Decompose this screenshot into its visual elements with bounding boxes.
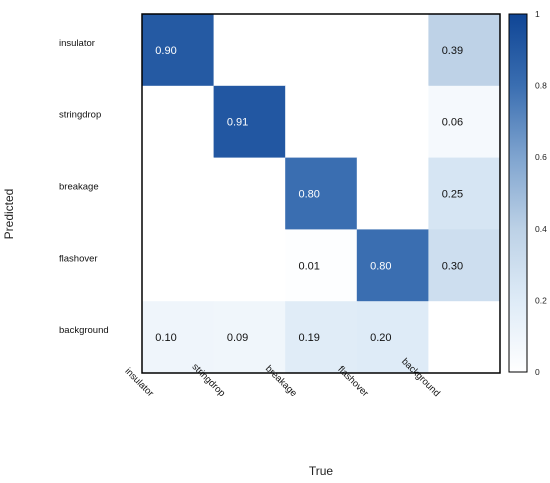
- heatmap-cell-insulator-flashover: [356, 14, 429, 87]
- heatmap-cell-background-background: [428, 301, 501, 374]
- heatmap-cell-insulator-breakage: [285, 14, 358, 87]
- colorbar-tick-0.2: 0.2: [535, 295, 547, 305]
- heatmap-cell-insulator-stringdrop: [213, 14, 286, 87]
- colorbar-tick-0.4: 0.4: [535, 224, 547, 234]
- colorbar-tick-0: 0: [535, 367, 540, 377]
- heatmap-cell-insulator-background: [428, 14, 501, 87]
- heatmap-cell-flashover-breakage: [285, 229, 358, 302]
- cell-value-label: 0.80: [298, 189, 319, 201]
- y-tick-label-breakage: breakage: [59, 182, 99, 193]
- heatmap-cell-flashover-flashover: [356, 229, 429, 302]
- heatmap-cell-flashover-background: [428, 229, 501, 302]
- heatmap-cell-breakage-breakage: [285, 157, 358, 230]
- heatmap-cell-background-breakage: [285, 301, 358, 374]
- y-tick-labels: insulator stringdrop breakage flashover back…: [59, 38, 109, 336]
- cell-value-labels: 0.90 0.39 0.91 0.06 0.80 0.25 0.01 0.80 0.30 0.10…: [155, 45, 463, 344]
- heatmap-cell-background-stringdrop: [213, 301, 286, 374]
- colorbar-tick-1: 1: [535, 9, 540, 19]
- y-tick-label-stringdrop: stringdrop: [59, 110, 101, 121]
- cell-value-label: 0.25: [442, 189, 463, 201]
- heatmap-cell-flashover-stringdrop: [213, 229, 286, 302]
- cell-value-label: 0.10: [155, 332, 176, 344]
- colorbar-tick-0.6: 0.6: [535, 152, 547, 162]
- cell-value-label: 0.09: [227, 332, 248, 344]
- heatmap-cell-stringdrop-flashover: [356, 85, 429, 159]
- cell-value-label: 0.20: [370, 332, 391, 344]
- cell-value-label: 0.39: [442, 45, 463, 57]
- y-axis-label: Predicted: [2, 189, 16, 240]
- heatmap-frame: [141, 13, 501, 374]
- y-tick-label-background: background: [59, 325, 109, 336]
- y-tick-label-insulator: insulator: [59, 38, 95, 49]
- colorbar: [508, 13, 528, 373]
- heatmap-cell-stringdrop-insulator: [142, 85, 215, 159]
- heatmap-cell-background-insulator: [142, 301, 215, 374]
- cell-value-label: 0.91: [227, 117, 248, 129]
- heatmap-cell-flashover-insulator: [142, 229, 215, 302]
- heatmap-cell-stringdrop-stringdrop: [213, 85, 286, 159]
- cell-value-label: 0.19: [298, 332, 319, 344]
- heatmap-cell-breakage-flashover: [356, 157, 429, 230]
- cell-value-label: 0.01: [298, 260, 319, 272]
- heatmap-cell-background-flashover: [356, 301, 429, 374]
- cell-value-label: 0.30: [442, 260, 463, 272]
- heatmap-cell-stringdrop-background: [428, 85, 501, 159]
- y-tick-label-flashover: flashover: [59, 253, 98, 264]
- heatmap-cells: [142, 14, 501, 374]
- colorbar-tick-0.8: 0.8: [535, 81, 547, 91]
- heatmap-cell-breakage-background: [428, 157, 501, 230]
- heatmap-cell-breakage-stringdrop: [213, 157, 286, 230]
- cell-value-label: 0.06: [442, 117, 463, 129]
- colorbar-tick-labels: 0 0.2 0.4 0.6 0.8 1: [535, 9, 547, 377]
- cell-value-label: 0.80: [370, 260, 391, 272]
- x-axis-label: True: [309, 464, 334, 478]
- heatmap-cell-breakage-insulator: [142, 157, 215, 230]
- heatmap-cell-insulator-insulator: [142, 14, 215, 87]
- heatmap-cell-stringdrop-breakage: [285, 85, 358, 159]
- cell-value-label: 0.90: [155, 45, 176, 57]
